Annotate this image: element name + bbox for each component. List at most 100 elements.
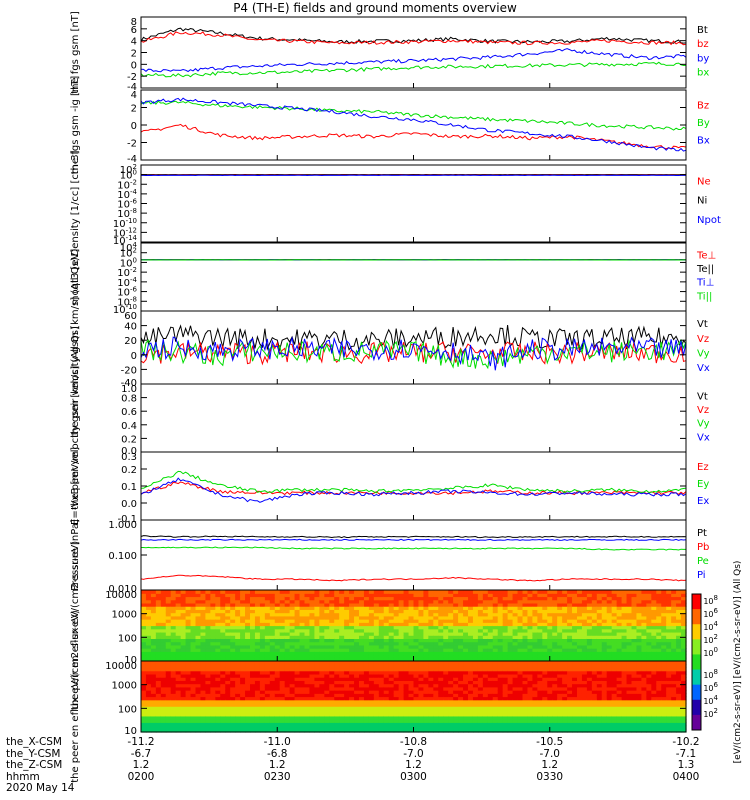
x-tick-label: 1.2 bbox=[268, 759, 286, 771]
series-line-bt-0 bbox=[140, 27, 687, 44]
y-tick-label: 2 bbox=[131, 49, 137, 60]
chart-title: P4 (TH-E) fields and ground moments over… bbox=[233, 1, 517, 15]
x-tick-label: 0330 bbox=[536, 770, 564, 783]
ephemeris-label: hhmm bbox=[6, 770, 40, 783]
y-axis-label: the fgs gsm [nT] bbox=[70, 11, 81, 94]
colorbar-tick-label: 108 bbox=[703, 594, 718, 606]
colorbar-segment bbox=[692, 699, 701, 716]
series-line-bz-0 bbox=[140, 31, 687, 46]
legend-entry-7-0: Pt bbox=[697, 528, 707, 539]
y-axis-label: E=-VxB [mV/m] bbox=[70, 447, 81, 525]
y-axis-label: the peir velocity gsm [km/s] (All Qs) bbox=[70, 257, 81, 438]
legend-entry-3-0: Te⊥ bbox=[696, 251, 716, 262]
y-tick-label: 1000 bbox=[112, 610, 137, 621]
series-line-bx-0 bbox=[140, 61, 687, 78]
colorbar-tick-label: 106 bbox=[703, 607, 718, 619]
y-axis-label: the peer en eflux eV/(cm2-s-sr-eV) bbox=[70, 610, 81, 783]
legend-entry-3-2: Ti⊥ bbox=[696, 278, 714, 289]
legend-entry-4-1: Vz bbox=[697, 334, 709, 345]
series-line-pb-7 bbox=[140, 574, 687, 582]
y-tick-label: 4 bbox=[131, 37, 137, 48]
legend-entry-1-1: By bbox=[697, 118, 710, 129]
colorbar-segment bbox=[692, 624, 701, 640]
legend-entry-1-2: Bx bbox=[697, 135, 710, 146]
legend-entry-2-1: Ni bbox=[697, 196, 707, 207]
ephemeris-label: the_Z-CSM bbox=[6, 759, 63, 771]
series-line-ez-6 bbox=[140, 481, 687, 496]
y-axis-label: the peer velocity gsm [km/s] (All Qs) bbox=[70, 326, 81, 510]
colorbar-tick-label: 104 bbox=[703, 620, 718, 632]
x-tick-label: -6.8 bbox=[267, 747, 288, 760]
y-tick-label: 0.8 bbox=[121, 394, 137, 405]
legend-entry-0-2: by bbox=[697, 53, 709, 64]
y-tick-label: 0 bbox=[131, 121, 137, 132]
legend-entry-5-1: Vz bbox=[697, 405, 709, 416]
y-tick-label: 0.0 bbox=[121, 446, 137, 457]
colorbar-tick-label: 108 bbox=[703, 668, 718, 680]
x-tick-label: -7.0 bbox=[403, 747, 424, 760]
panel-frame-0 bbox=[140, 16, 687, 89]
x-tick-label: -11.2 bbox=[127, 736, 155, 748]
date-label: 2020 May 14 bbox=[6, 782, 75, 794]
ephemeris-row: the_Y-CSM -6.7 -6.8 -7.0 -7.0 -7.1 bbox=[6, 747, 696, 761]
series-line-pi-7 bbox=[140, 538, 687, 541]
ephemeris-row: hhmm 0200 0230 0300 0330 0400 bbox=[6, 770, 699, 784]
legend-entry-2-0: Ne bbox=[697, 176, 711, 187]
ephemeris-row: the_X-CSM -11.2 -11.0 -10.8 -10.5 -10.2 bbox=[6, 736, 700, 749]
colorbar-segment bbox=[692, 714, 701, 731]
panel-frame-3 bbox=[140, 242, 687, 312]
legend-entry-0-1: bz bbox=[697, 39, 709, 50]
ephemeris-label: the_Y-CSM bbox=[6, 747, 61, 760]
y-tick-label: 100 bbox=[118, 704, 137, 715]
legend-entry-7-2: Pe bbox=[697, 556, 709, 567]
y-tick-label: -4 bbox=[127, 154, 137, 165]
y-tick-label: 0 bbox=[131, 60, 137, 71]
colorbar-tick-label: 106 bbox=[703, 681, 718, 693]
y-tick-label: 10000 bbox=[105, 590, 137, 601]
legend-entry-0-0: Bt bbox=[697, 25, 708, 36]
y-axis-label: Pressure [nPa] bbox=[70, 519, 81, 591]
x-tick-label: 1.2 bbox=[132, 759, 150, 771]
x-tick-label: 0300 bbox=[400, 770, 427, 783]
y-tick-label: 0.100 bbox=[108, 551, 137, 562]
legend-entry-7-3: Pi bbox=[697, 570, 706, 581]
y-tick-label: -2 bbox=[127, 139, 137, 150]
colorbar-tick-label: 102 bbox=[703, 633, 718, 645]
y-axis-label: Density [1/cc] [cm-3] bbox=[70, 150, 81, 256]
y-tick-label: 0.4 bbox=[121, 421, 137, 432]
colorbar-segment bbox=[692, 654, 701, 671]
legend-entry-3-1: Te|| bbox=[696, 264, 714, 275]
x-tick-label: -10.5 bbox=[536, 736, 564, 748]
legend-entry-5-3: Vx bbox=[697, 432, 710, 443]
colorbar-tick-label: 102 bbox=[703, 707, 718, 719]
spectrogram-8 bbox=[141, 590, 687, 662]
y-tick-label: 40 bbox=[124, 322, 137, 333]
x-tick-label: -7.1 bbox=[675, 747, 697, 760]
y-tick-label: 0.0 bbox=[121, 499, 137, 510]
series-line-vx-4 bbox=[140, 336, 687, 371]
ephemeris-label: the_X-CSM bbox=[6, 736, 62, 748]
legend-entry-6-1: Ey bbox=[697, 479, 709, 490]
y-tick-label: 4 bbox=[131, 90, 137, 101]
y-tick-label: -20 bbox=[121, 365, 137, 376]
colorbar-tick-label: 100 bbox=[703, 646, 718, 658]
x-tick-label: -11.0 bbox=[263, 736, 291, 748]
series-line-by-0 bbox=[140, 48, 687, 73]
y-tick-label: 1.0 bbox=[121, 384, 137, 395]
y-tick-label: -2 bbox=[127, 72, 137, 83]
panel-frame-6 bbox=[140, 451, 687, 521]
legend-entry-0-3: bx bbox=[697, 68, 709, 79]
y-axis-label: the fgs gsm -ig [nT] bbox=[70, 76, 81, 175]
y-tick-label: 0.3 bbox=[121, 452, 137, 463]
y-tick-label: 60 bbox=[124, 311, 137, 322]
series-line-bz-1 bbox=[140, 123, 687, 150]
series-line-by-1 bbox=[140, 100, 687, 131]
y-tick-label: 8 bbox=[131, 17, 137, 28]
series-line-bx-1 bbox=[140, 97, 687, 152]
y-tick-label: 0 bbox=[131, 351, 137, 362]
colorbar-segment bbox=[692, 669, 701, 686]
x-tick-label: -10.8 bbox=[399, 736, 428, 748]
x-tick-label: 0400 bbox=[672, 770, 700, 783]
spectrogram-9 bbox=[141, 661, 687, 733]
y-tick-label: -0.1 bbox=[117, 514, 137, 525]
